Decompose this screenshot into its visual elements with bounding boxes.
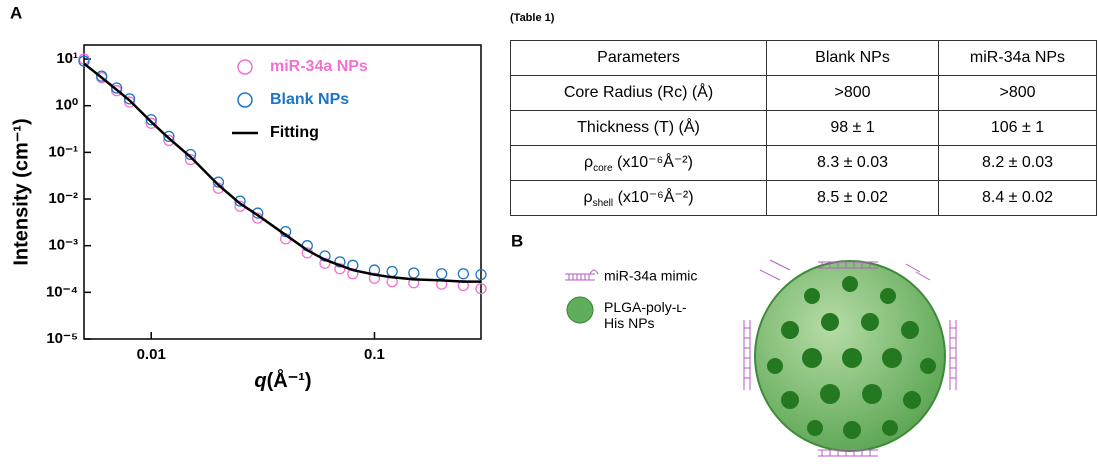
- data-point: [334, 263, 346, 275]
- data-point: [475, 282, 487, 295]
- cell: Core Radius (Rc) (Å): [510, 75, 767, 111]
- legend-label: miR-34a NPs: [270, 58, 368, 75]
- subscript: core: [593, 163, 613, 175]
- plot-frame: [83, 44, 482, 340]
- cell: 106 ± 1: [938, 110, 1097, 146]
- y-tick-label: 10¹: [56, 50, 78, 67]
- cell: ρshell (x10⁻⁶Å⁻²): [510, 180, 767, 216]
- data-point: [123, 96, 136, 108]
- data-point: [96, 70, 108, 82]
- data-point: [334, 256, 346, 268]
- data-point: [123, 93, 136, 105]
- diagram: miR-34a mimic PLGA-poly-ʟ-His NPs: [565, 259, 957, 457]
- data-point: [184, 148, 197, 161]
- cell: ρcore (x10⁻⁶Å⁻²): [510, 145, 767, 181]
- np-dots: [767, 276, 936, 439]
- x-axis-label: q(Å⁻¹): [254, 368, 311, 392]
- data-point: [212, 176, 225, 188]
- fit-line: [83, 62, 481, 283]
- data-point: [234, 195, 246, 207]
- y-tick-label: 10⁻⁴: [46, 283, 78, 300]
- cell: >800: [766, 75, 939, 111]
- cell: 98 ± 1: [766, 110, 939, 146]
- data-point: [457, 268, 469, 280]
- table-row: Thickness (T) (Å) 98 ± 1 106 ± 1: [510, 110, 1097, 146]
- x-axis-unit: (Å⁻¹): [267, 368, 312, 392]
- data-point: [319, 257, 331, 269]
- legend-marker: [237, 92, 253, 108]
- panel-label: B: [511, 231, 523, 250]
- data-point: [145, 117, 157, 129]
- data-point: [163, 130, 175, 143]
- np-icon: [566, 296, 594, 324]
- subscript: shell: [592, 198, 614, 210]
- data-point: [145, 114, 157, 126]
- table-row: ρshell (x10⁻⁶Å⁻²) 8.5 ± 0.02 8.4 ± 0.02: [510, 180, 1097, 216]
- data-point: [475, 268, 487, 281]
- diagram-legend: miR-34a mimic: [604, 268, 697, 284]
- x-tick-label: 0.01: [137, 346, 166, 363]
- diagram-legend-box: PLGA-poly-ʟ-His NPs: [604, 299, 687, 331]
- cell: 8.4 ± 0.02: [938, 180, 1097, 216]
- mimic-icon: [565, 269, 599, 281]
- header-cell: miR-34a NPs: [938, 40, 1097, 76]
- table-caption: (Table 1): [510, 12, 555, 24]
- table-header: Parameters Blank NPs miR-34a NPs: [510, 40, 1097, 76]
- cell: 8.5 ± 0.02: [766, 180, 939, 216]
- y-tick-label: 10⁻²: [48, 190, 78, 207]
- y-axis-label: Intensity (cm⁻¹): [10, 118, 32, 265]
- data-point: [436, 268, 448, 280]
- mimics: [743, 259, 957, 457]
- diagram-legend: PLGA-poly-ʟ-His NPs: [604, 299, 687, 331]
- y-tick-label: 10⁻³: [48, 237, 78, 254]
- unit: (x10⁻⁶Å⁻²): [617, 153, 693, 171]
- legend-marker: [237, 59, 253, 75]
- symbol: ρ: [584, 153, 594, 171]
- y-tick-label: 10⁰: [55, 97, 78, 114]
- table-row: ρcore (x10⁻⁶Å⁻²) 8.3 ± 0.03 8.2 ± 0.03: [510, 145, 1097, 181]
- header-cell: Blank NPs: [766, 40, 939, 76]
- data-point: [408, 267, 420, 279]
- parameter-table: Parameters Blank NPs miR-34a NPs Core Ra…: [510, 40, 1097, 216]
- cell: >800: [938, 75, 1097, 111]
- data-point: [368, 272, 381, 284]
- data-point: [184, 153, 197, 166]
- data-point: [163, 134, 175, 147]
- cell: 8.3 ± 0.03: [766, 145, 939, 181]
- cell: Thickness (T) (Å): [510, 110, 767, 146]
- header-cell: Parameters: [510, 40, 767, 76]
- y-tick-label: 10⁻¹: [48, 143, 78, 160]
- data-point: [110, 82, 123, 94]
- table-row: Core Radius (Rc) (Å) >800 >800: [510, 75, 1097, 111]
- data-point: [386, 265, 398, 278]
- unit: (x10⁻⁶Å⁻²): [617, 188, 694, 206]
- data-point: [78, 55, 90, 67]
- y-tick-label: 10⁻⁵: [46, 330, 78, 347]
- panel-label: A: [10, 3, 22, 22]
- data-point: [110, 85, 123, 97]
- legend-label: Blank NPs: [270, 91, 349, 108]
- symbol: ρ: [583, 188, 593, 206]
- legend-label: Fitting: [270, 124, 319, 141]
- x-tick-label: 0.1: [364, 346, 385, 363]
- cell: 8.2 ± 0.03: [938, 145, 1097, 181]
- x-axis-symbol: q: [254, 370, 266, 392]
